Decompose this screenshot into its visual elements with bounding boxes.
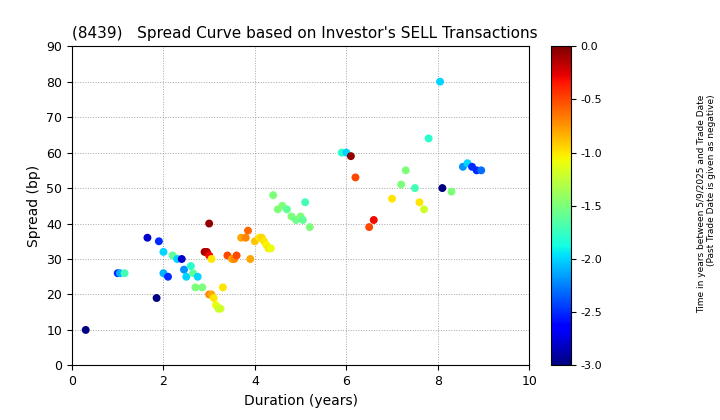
Point: [235, 234, 247, 241]
Point: [350, 174, 361, 181]
Point: [387, 195, 398, 202]
Point: [263, 245, 274, 252]
Point: [158, 270, 169, 276]
Point: [222, 252, 233, 259]
Point: [272, 206, 284, 213]
Point: [204, 252, 215, 259]
Point: [281, 206, 292, 213]
Point: [457, 163, 469, 170]
Point: [208, 295, 220, 302]
Point: [114, 270, 126, 276]
Point: [212, 305, 224, 312]
Point: [436, 185, 448, 192]
Point: [217, 284, 229, 291]
Point: [242, 227, 253, 234]
Point: [364, 224, 375, 231]
Point: [189, 284, 201, 291]
Point: [462, 160, 473, 167]
Point: [187, 270, 199, 276]
Point: [267, 192, 279, 199]
Point: [201, 249, 212, 255]
Point: [185, 263, 197, 270]
Point: [467, 163, 478, 170]
Point: [142, 234, 153, 241]
Point: [153, 238, 165, 244]
Point: [215, 305, 226, 312]
X-axis label: Duration (years): Duration (years): [243, 394, 358, 408]
Point: [446, 188, 457, 195]
Point: [206, 256, 217, 262]
Point: [258, 238, 270, 244]
Point: [304, 224, 315, 231]
Point: [253, 234, 265, 241]
Text: (8439)   Spread Curve based on Investor's SELL Transactions: (8439) Spread Curve based on Investor's …: [72, 26, 538, 41]
Point: [276, 202, 288, 209]
Point: [171, 256, 183, 262]
Point: [423, 135, 434, 142]
Point: [206, 291, 217, 298]
Point: [265, 245, 276, 252]
Point: [231, 252, 243, 259]
Point: [167, 252, 179, 259]
Point: [197, 284, 208, 291]
Point: [345, 153, 356, 160]
Point: [158, 249, 169, 255]
Point: [341, 149, 352, 156]
Point: [295, 213, 307, 220]
Point: [181, 273, 192, 280]
Point: [256, 234, 268, 241]
Point: [286, 213, 297, 220]
Point: [80, 327, 91, 333]
Point: [204, 220, 215, 227]
Point: [414, 199, 426, 206]
Point: [179, 266, 190, 273]
Point: [261, 241, 272, 248]
Point: [119, 270, 130, 276]
Point: [228, 256, 240, 262]
Point: [150, 295, 162, 302]
Text: Time in years between 5/9/2025 and Trade Date
(Past Trade Date is given as negat: Time in years between 5/9/2025 and Trade…: [697, 94, 716, 313]
Point: [418, 206, 430, 213]
Point: [112, 270, 124, 276]
Y-axis label: Spread (bp): Spread (bp): [27, 165, 41, 247]
Point: [199, 249, 210, 255]
Point: [300, 199, 311, 206]
Point: [245, 256, 256, 262]
Point: [400, 167, 412, 174]
Point: [162, 273, 174, 280]
Point: [395, 181, 407, 188]
Point: [240, 234, 251, 241]
Point: [192, 273, 204, 280]
Point: [249, 238, 261, 244]
Point: [471, 167, 482, 174]
Point: [226, 256, 238, 262]
Point: [434, 78, 446, 85]
Point: [210, 302, 222, 308]
Point: [336, 149, 348, 156]
Point: [368, 217, 379, 223]
Point: [297, 217, 309, 223]
Point: [475, 167, 487, 174]
Point: [204, 291, 215, 298]
Point: [290, 217, 302, 223]
Point: [409, 185, 420, 192]
Point: [176, 256, 187, 262]
